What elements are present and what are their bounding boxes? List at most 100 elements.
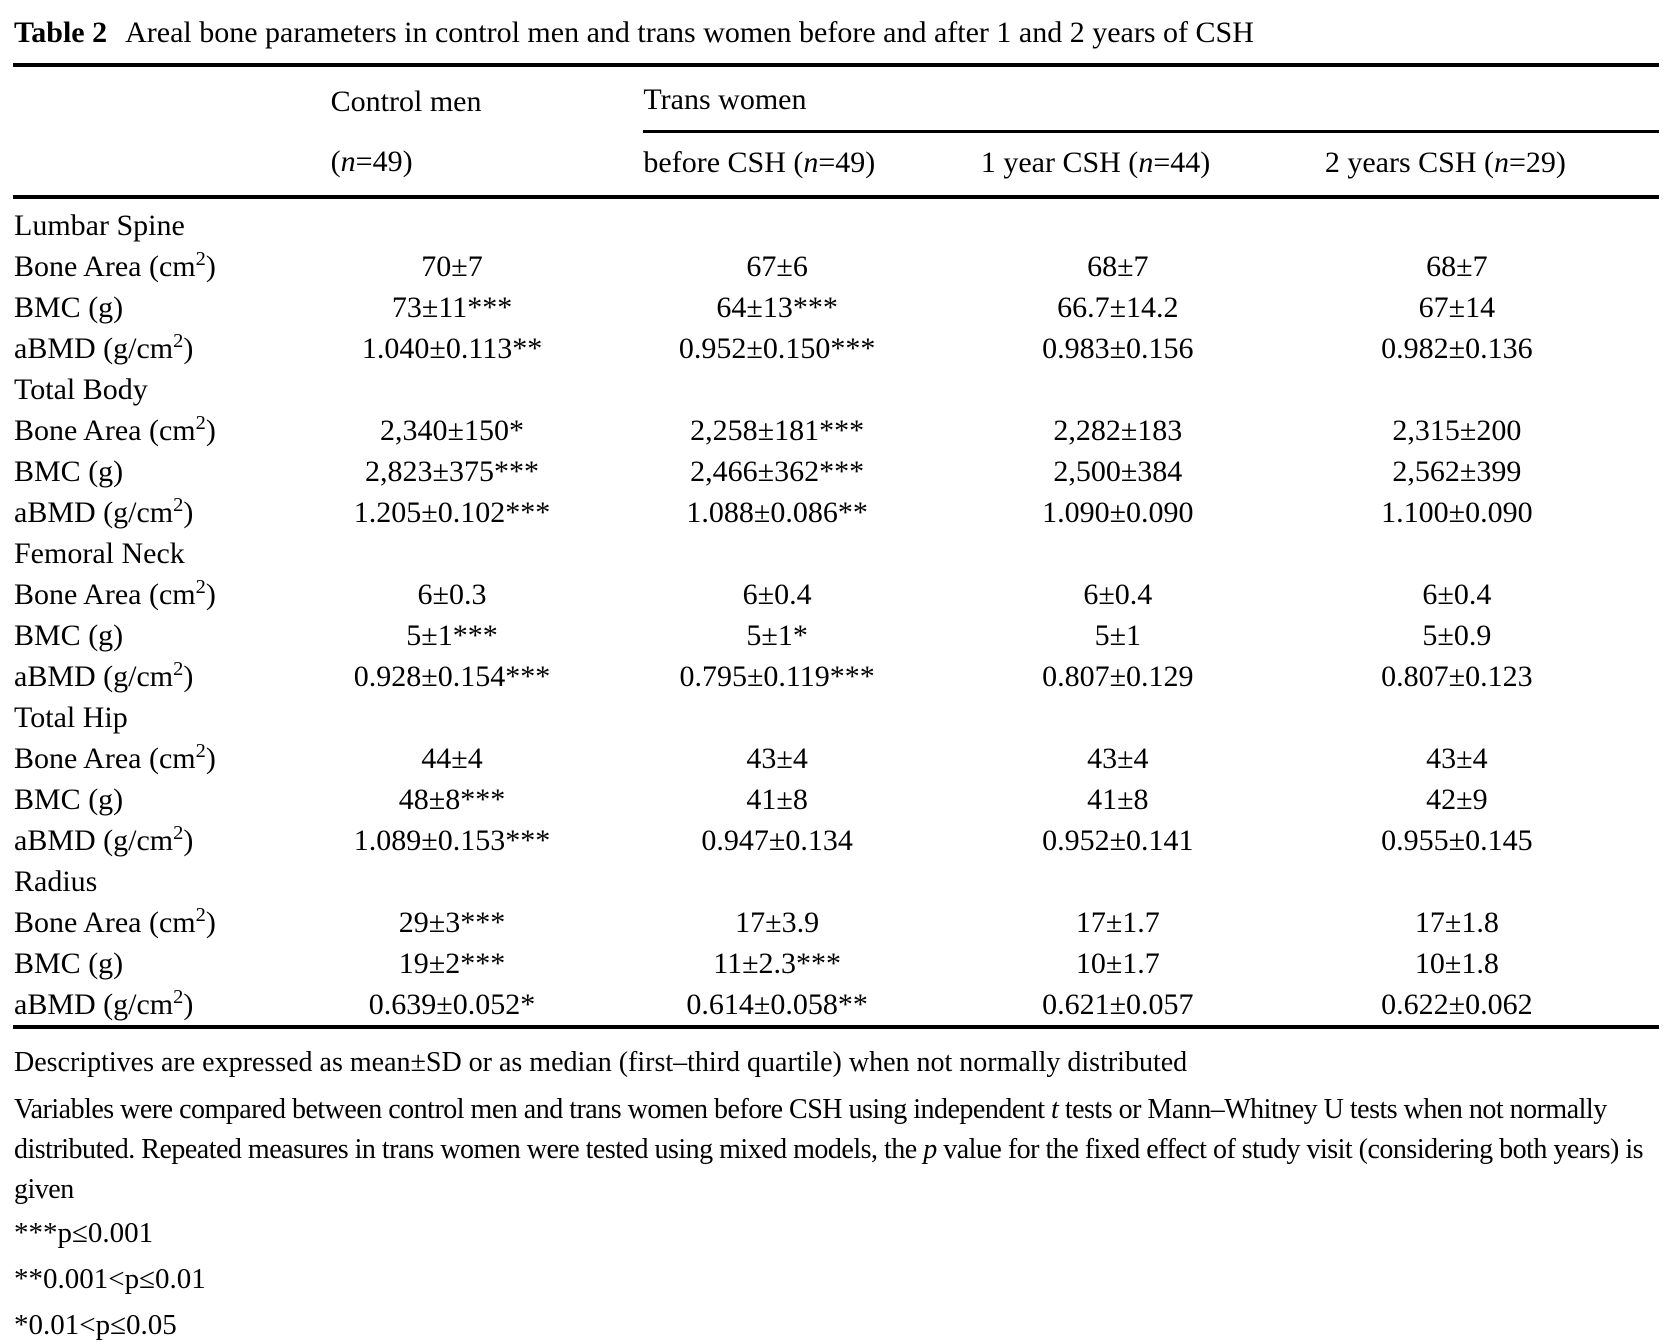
row-label: BMC (g): [14, 290, 124, 324]
row-label: BMC (g): [14, 946, 124, 980]
table-row: BMC (g) 19±2*** 11±2.3*** 10±1.7 10±1.8: [13, 943, 1659, 984]
cell-value: 2,258±181***: [690, 413, 865, 447]
column-header-before-csh: before CSH (n=49): [643, 131, 981, 199]
row-label: Bone Area (cm2): [14, 904, 216, 939]
cell-value: 1.088±0.086**: [686, 495, 868, 529]
cell-value: 0.947±0.134: [701, 823, 853, 857]
cell-value: 17±1.7: [1075, 905, 1160, 939]
table-row: Bone Area (cm2) 6±0.3 6±0.4 6±0.4 6±0.4: [13, 574, 1659, 615]
section-label: Total Hip: [14, 700, 128, 734]
row-label: Bone Area (cm2): [14, 740, 216, 775]
cell-value: 48±8***: [398, 782, 506, 816]
footnotes: Descriptives are expressed as mean±SD or…: [13, 1029, 1659, 1342]
cell-value: 1.090±0.090: [1042, 495, 1194, 529]
row-label: Bone Area (cm2): [14, 576, 216, 611]
cell-value: 68±7: [1087, 249, 1149, 283]
cell-value: 0.928±0.154***: [353, 659, 551, 693]
cell-value: 73±11***: [391, 290, 513, 324]
table-caption-text: Areal bone parameters in control men and…: [125, 16, 1254, 49]
cell-value: 2,500±384: [1053, 454, 1183, 488]
section-label: Lumbar Spine: [14, 208, 185, 242]
cell-value: 10±1.7: [1075, 946, 1160, 980]
cell-value: 0.614±0.058**: [686, 987, 868, 1021]
section-header-row: Radius: [13, 861, 1659, 902]
cell-value: 44±4: [421, 741, 483, 775]
cell-value: 0.807±0.123: [1381, 659, 1533, 693]
footnote-descriptives: Descriptives are expressed as mean±SD or…: [14, 1047, 1188, 1078]
cell-value: 41±8: [746, 782, 808, 816]
cell-value: 0.621±0.057: [1042, 987, 1194, 1021]
column-header-control-men-n: (n=49): [330, 131, 644, 199]
cell-value: 0.795±0.119***: [679, 659, 875, 693]
cell-value: 67±6: [746, 249, 808, 283]
section-spacer: [331, 533, 1659, 574]
footnote-sig-p05: *0.01<p≤0.05: [14, 1309, 177, 1341]
table-row: Bone Area (cm2) 29±3*** 17±3.9 17±1.7 17…: [13, 902, 1659, 943]
cell-value: 17±1.8: [1414, 905, 1499, 939]
table-row: aBMD (g/cm2) 1.205±0.102*** 1.088±0.086*…: [13, 492, 1659, 533]
cell-value: 0.807±0.129: [1042, 659, 1194, 693]
section-spacer: [331, 369, 1659, 410]
table-row: BMC (g) 5±1*** 5±1* 5±1 5±0.9: [13, 615, 1659, 656]
section-header-row: Total Hip: [13, 697, 1659, 738]
cell-value: 2,315±200: [1392, 413, 1522, 447]
section-spacer: [331, 697, 1659, 738]
row-label: BMC (g): [14, 618, 124, 652]
section-label: Femoral Neck: [14, 536, 185, 570]
table-row: BMC (g) 73±11*** 64±13*** 66.7±14.2 67±1…: [13, 287, 1659, 328]
cell-value: 41±8: [1087, 782, 1149, 816]
table-row: Bone Area (cm2) 2,340±150* 2,258±181*** …: [13, 410, 1659, 451]
cell-value: 42±9: [1426, 782, 1488, 816]
cell-value: 2,466±362***: [690, 454, 865, 488]
cell-value: 64±13***: [716, 290, 838, 324]
cell-value: 2,562±399: [1392, 454, 1522, 488]
cell-value: 43±4: [746, 741, 808, 775]
row-label: aBMD (g/cm2): [14, 822, 194, 857]
table-row: aBMD (g/cm2) 1.089±0.153*** 0.947±0.134 …: [13, 820, 1659, 861]
table-row: BMC (g) 48±8*** 41±8 41±8 42±9: [13, 779, 1659, 820]
cell-value: 68±7: [1426, 249, 1488, 283]
cell-value: 0.983±0.156: [1042, 331, 1194, 365]
footnote-sig-p01: **0.001<p≤0.01: [14, 1263, 206, 1295]
table-number: Table 2: [14, 16, 108, 49]
cell-value: 1.100±0.090: [1381, 495, 1533, 529]
table-row: aBMD (g/cm2) 1.040±0.113** 0.952±0.150**…: [13, 328, 1659, 369]
cell-value: 1.089±0.153***: [353, 823, 551, 857]
row-label: Bone Area (cm2): [14, 412, 216, 447]
cell-value: 11±2.3***: [713, 946, 842, 980]
column-group-control-men: Control men: [330, 84, 482, 118]
row-label: aBMD (g/cm2): [14, 986, 194, 1021]
cell-value: 66.7±14.2: [1057, 290, 1179, 324]
cell-value: 1.040±0.113**: [361, 331, 543, 365]
cell-value: 0.952±0.141: [1042, 823, 1194, 857]
cell-value: 6±0.4: [742, 577, 812, 611]
cell-value: 2,823±375***: [365, 454, 540, 488]
table-row: BMC (g) 2,823±375*** 2,466±362*** 2,500±…: [13, 451, 1659, 492]
row-label: BMC (g): [14, 454, 124, 488]
cell-value: 43±4: [1426, 741, 1488, 775]
cell-value: 2,340±150*: [380, 413, 525, 447]
table-caption: Table 2 Areal bone parameters in control …: [13, 6, 1659, 63]
bone-parameters-table: Control men Trans women (n=49) before CS…: [13, 63, 1659, 1029]
row-label: aBMD (g/cm2): [14, 658, 194, 693]
cell-value: 0.982±0.136: [1381, 331, 1533, 365]
cell-value: 5±1*: [746, 618, 808, 652]
cell-value: 0.639±0.052*: [368, 987, 536, 1021]
cell-value: 6±0.4: [1083, 577, 1153, 611]
column-group-trans-women: Trans women: [643, 65, 1659, 133]
section-spacer: [331, 197, 1659, 246]
table-row: Bone Area (cm2) 70±7 67±6 68±7 68±7: [13, 246, 1659, 287]
table-header: Control men Trans women (n=49) before CS…: [13, 65, 1659, 199]
section-label: Radius: [14, 864, 98, 898]
row-label: Bone Area (cm2): [14, 248, 216, 283]
cell-value: 1.205±0.102***: [353, 495, 551, 529]
header-empty-cell: [13, 65, 331, 132]
cell-value: 29±3***: [398, 905, 506, 939]
header-empty-cell: [13, 131, 331, 199]
column-header-1-year-csh: 1 year CSH (n=44): [980, 131, 1325, 199]
cell-value: 5±1: [1094, 618, 1142, 652]
footnote-methods: Variables were compared between control …: [14, 1094, 1644, 1205]
row-label: BMC (g): [14, 782, 124, 816]
column-header-2-years-csh: 2 years CSH (n=29): [1324, 131, 1659, 199]
